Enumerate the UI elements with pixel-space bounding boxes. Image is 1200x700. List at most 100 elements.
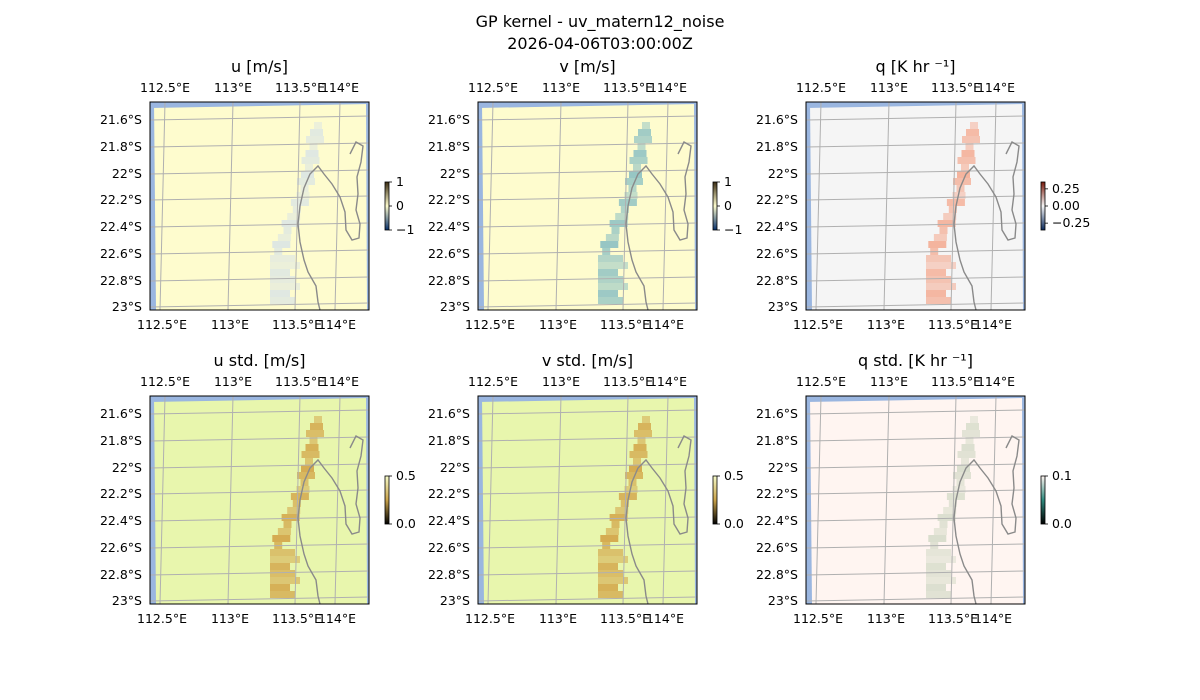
field-cell (270, 556, 300, 563)
y-tick-label: 21.8°S (756, 139, 798, 154)
figure-title: GP kernel - uv_matern12_noise (475, 12, 725, 31)
gridline-lat (150, 276, 369, 282)
y-tick-label: 21.8°S (100, 139, 142, 154)
field-background (478, 102, 697, 310)
field-cell (926, 290, 946, 297)
field-cell (277, 234, 291, 241)
field-cell (600, 535, 619, 542)
ocean-edge-right (1022, 102, 1025, 310)
y-tick-label: 21.8°S (428, 139, 470, 154)
field-cell (309, 437, 318, 444)
y-tick-label: 22°S (768, 460, 798, 475)
gridline-lon (883, 396, 890, 604)
field-cell (283, 227, 292, 234)
x-tick-label-bottom: 114°E (646, 611, 684, 626)
map-frame (149, 101, 370, 311)
panel-q: q [K hr ⁻¹] 112.5°E 112.5°E 113°E 113°E 113.5… (756, 57, 1090, 332)
x-tick-label-bottom: 114°E (974, 317, 1012, 332)
y-tick-label: 22°S (112, 460, 142, 475)
field-cell (598, 269, 618, 276)
gridline-lat (806, 596, 1025, 602)
field-cell (605, 528, 619, 535)
gridline-lat (150, 489, 369, 495)
field-cell (309, 143, 318, 150)
y-tick-label: 22.2°S (100, 486, 142, 501)
field-cell (939, 521, 948, 528)
colorbar-tick-label: −1 (396, 222, 414, 237)
x-tick-label-top: 112.5°E (468, 80, 518, 95)
field-cell (970, 122, 978, 129)
field-cell (933, 234, 947, 241)
y-tick-label: 22.2°S (428, 486, 470, 501)
panel-v: v [m/s]112.5°E112.5°E113°E113°E113.5°E11… (428, 57, 742, 332)
x-tick-label-bottom: 113°E (211, 317, 249, 332)
coastline (625, 141, 692, 310)
x-tick-label-bottom: 113.5°E (272, 611, 322, 626)
field-cell (926, 570, 951, 577)
ocean-edge-left (478, 396, 484, 604)
panel-title: v [m/s] (559, 57, 615, 76)
gridline-lat (806, 276, 1025, 282)
x-tick-label-bottom: 114°E (318, 611, 356, 626)
colorbar-tick-label: 0.25 (1052, 181, 1080, 196)
colorbar-tick-label: 0.5 (724, 468, 744, 483)
y-tick-label: 23°S (440, 299, 470, 314)
ocean-edge-right (694, 396, 697, 604)
y-tick-label: 21.8°S (428, 433, 470, 448)
coastline (953, 141, 1020, 310)
field-cell (638, 423, 651, 430)
gridline-lat (150, 543, 369, 549)
field-cell (292, 500, 301, 507)
field-cell (310, 129, 323, 136)
gridline-lat (150, 596, 369, 602)
field-cell (629, 451, 648, 458)
y-tick-label: 23°S (112, 593, 142, 608)
gridline-lon (555, 102, 562, 310)
field-cell (965, 143, 974, 150)
x-tick-label-bottom: 113°E (867, 611, 905, 626)
field-cell (634, 136, 652, 143)
field-cell (270, 570, 295, 577)
field-cell (629, 157, 648, 164)
field-cell (270, 591, 295, 598)
map-frame (149, 395, 370, 605)
x-tick-label-bottom: 113.5°E (600, 317, 650, 332)
y-tick-label: 22.2°S (756, 486, 798, 501)
y-tick-label: 23°S (440, 593, 470, 608)
gridline-lat (806, 169, 1025, 175)
field-cell (957, 171, 970, 178)
x-tick-label-top: 113°E (870, 374, 908, 389)
ocean-edge-top (478, 396, 697, 402)
field-cell (943, 507, 957, 514)
x-tick-label-bottom: 114°E (318, 317, 356, 332)
gridline-lat (150, 463, 369, 469)
field-cell (609, 514, 628, 521)
colorbar (712, 181, 718, 231)
field-cell (637, 143, 646, 150)
gridline-lat (478, 249, 697, 255)
field-cell (953, 178, 971, 185)
field-cell (633, 150, 647, 157)
gridline-lon (334, 102, 341, 310)
field-cell (270, 549, 295, 556)
ocean-edge-right (366, 102, 369, 310)
field-cell (926, 563, 946, 570)
field-cell (637, 437, 646, 444)
x-tick-label-top: 113°E (214, 374, 252, 389)
field-background (806, 102, 1025, 310)
field-cell (948, 500, 957, 507)
gridline-lon (622, 396, 629, 604)
field-cell (965, 437, 974, 444)
field-cell (598, 584, 618, 591)
field-cell (270, 283, 300, 290)
panel-title: q [K hr ⁻¹] (876, 57, 956, 76)
map-area (806, 102, 1025, 310)
field-cell (642, 122, 650, 129)
field-cell (283, 521, 292, 528)
y-tick-label: 22.8°S (100, 567, 142, 582)
x-tick-label-bottom: 112.5°E (465, 611, 515, 626)
x-tick-label-top: 114°E (649, 80, 687, 95)
field-cell (292, 206, 301, 213)
gridline-lat (806, 222, 1025, 228)
gridline-lat (478, 169, 697, 175)
